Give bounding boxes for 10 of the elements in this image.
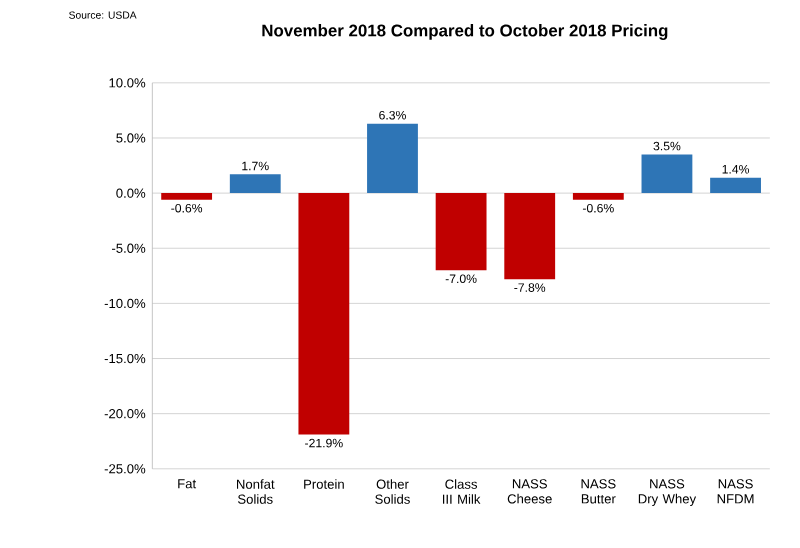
bar	[435, 193, 487, 271]
chart-title: November 2018 Compared to October 2018 Pricing	[262, 24, 668, 40]
bar	[298, 193, 350, 435]
bar	[710, 177, 761, 194]
bar	[641, 154, 693, 194]
bar	[229, 174, 281, 194]
bar	[161, 193, 213, 200]
bar	[572, 193, 624, 200]
bar	[504, 193, 556, 280]
bar	[367, 123, 418, 194]
